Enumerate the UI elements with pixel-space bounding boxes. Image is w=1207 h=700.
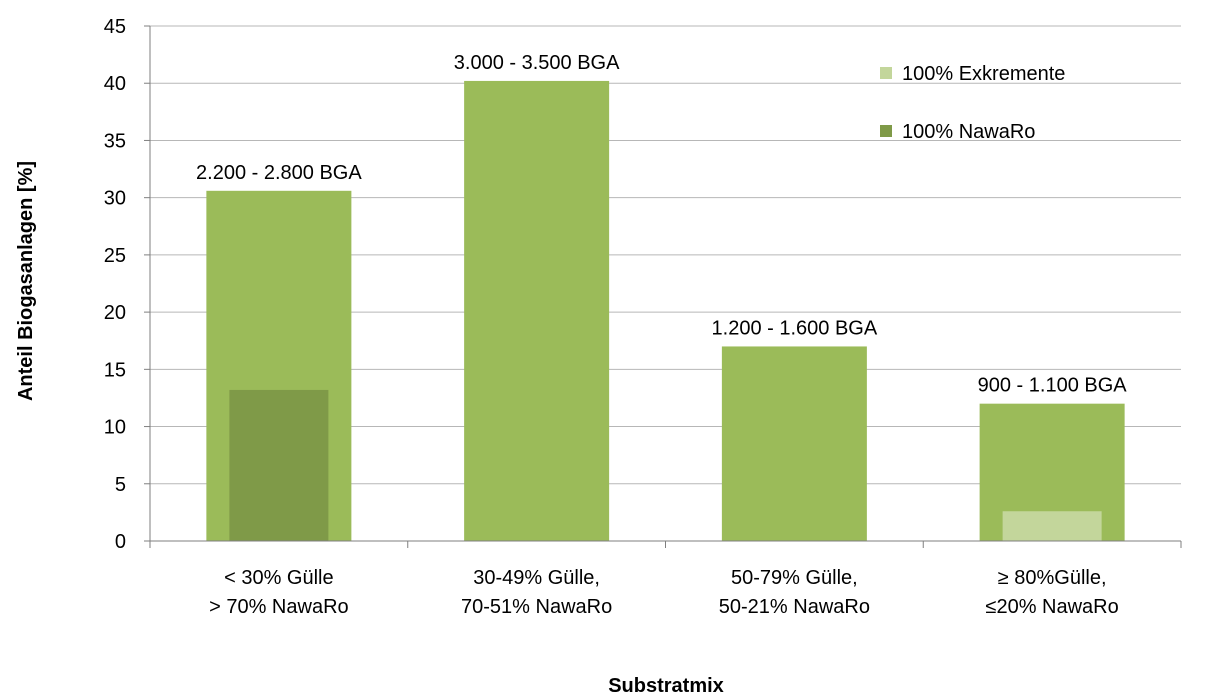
- bar-total: [721, 346, 867, 541]
- y-tick-label: 15: [104, 359, 126, 381]
- category-label: ≤20% NawaRo: [985, 596, 1118, 618]
- bar-total: [464, 80, 610, 541]
- category-label: 70-51% NawaRo: [461, 596, 612, 618]
- category-label: 50-21% NawaRo: [719, 596, 870, 618]
- y-tick-label: 10: [104, 417, 126, 439]
- legend: 100% Exkremente 100% NawaRo: [880, 63, 1065, 143]
- data-labels: 2.200 - 2.800 BGA 3.000 - 3.500 BGA 1.200 …: [196, 52, 1127, 397]
- y-axis-title: Anteil Biogasanlagen [%]: [15, 161, 37, 401]
- y-tick-label: 0: [115, 531, 126, 553]
- y-tick-labels: 0 5 10 15 20 25 30 35 40 45: [104, 16, 150, 553]
- category-label: 30-49% Gülle,: [473, 567, 600, 589]
- bar-subset: [1002, 511, 1102, 541]
- y-tick-label: 5: [115, 474, 126, 496]
- data-label: 3.000 - 3.500 BGA: [454, 52, 620, 74]
- y-tick-label: 25: [104, 245, 126, 267]
- x-axis-title: Substratmix: [608, 675, 724, 697]
- category-label: < 30% Gülle: [224, 567, 334, 589]
- bar-subset: [229, 389, 329, 541]
- bars: [206, 80, 1125, 542]
- data-label: 1.200 - 1.600 BGA: [712, 317, 878, 339]
- x-category-labels: < 30% Gülle > 70% NawaRo 30-49% Gülle, 70-5…: [209, 567, 1119, 618]
- y-tick-label: 35: [104, 130, 126, 152]
- category-label: ≥ 80%Gülle,: [998, 567, 1107, 589]
- legend-label: 100% Exkremente: [902, 63, 1065, 85]
- y-tick-label: 30: [104, 188, 126, 210]
- y-tick-label: 40: [104, 73, 126, 95]
- category-label: 50-79% Gülle,: [731, 567, 858, 589]
- y-tick-label: 20: [104, 302, 126, 324]
- legend-swatch: [880, 67, 892, 79]
- y-tick-label: 45: [104, 16, 126, 38]
- data-label: 900 - 1.100 BGA: [978, 375, 1128, 397]
- data-label: 2.200 - 2.800 BGA: [196, 162, 362, 184]
- category-label: > 70% NawaRo: [209, 596, 349, 618]
- legend-label: 100% NawaRo: [902, 121, 1035, 143]
- legend-swatch: [880, 125, 892, 137]
- axes: [149, 26, 1182, 548]
